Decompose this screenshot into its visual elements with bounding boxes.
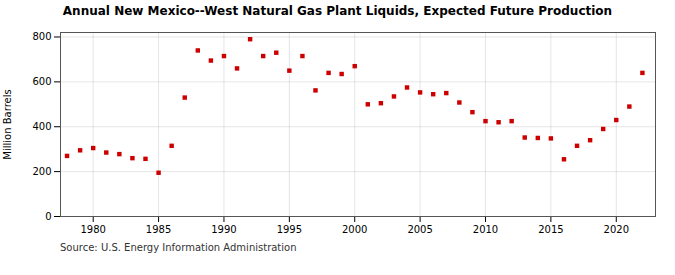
html-text:Annual New Mexico--West Natura: Annual New Mexico--West Natural Gas Plan… bbox=[62, 4, 613, 18]
svg-text:2020: 2020 bbox=[604, 224, 629, 235]
svg-text:1980: 1980 bbox=[80, 224, 105, 235]
svg-text:1995: 1995 bbox=[277, 224, 302, 235]
html-text:Source: U.S. Energy Informatio: Source: U.S. Energy Information Administ… bbox=[60, 242, 297, 253]
svg-text:1985: 1985 bbox=[146, 224, 171, 235]
svg-text:800: 800 bbox=[32, 31, 51, 42]
svg-text:600: 600 bbox=[32, 76, 51, 87]
svg-text:2005: 2005 bbox=[407, 224, 432, 235]
svg-text:400: 400 bbox=[32, 121, 51, 132]
svg-text:200: 200 bbox=[32, 166, 51, 177]
svg-text:2015: 2015 bbox=[538, 224, 563, 235]
svg-text:Million Barrels: Million Barrels bbox=[2, 89, 13, 159]
svg-text:0: 0 bbox=[45, 211, 51, 222]
svg-text:2010: 2010 bbox=[473, 224, 498, 235]
svg-text:1990: 1990 bbox=[211, 224, 236, 235]
svg-text:2000: 2000 bbox=[342, 224, 367, 235]
